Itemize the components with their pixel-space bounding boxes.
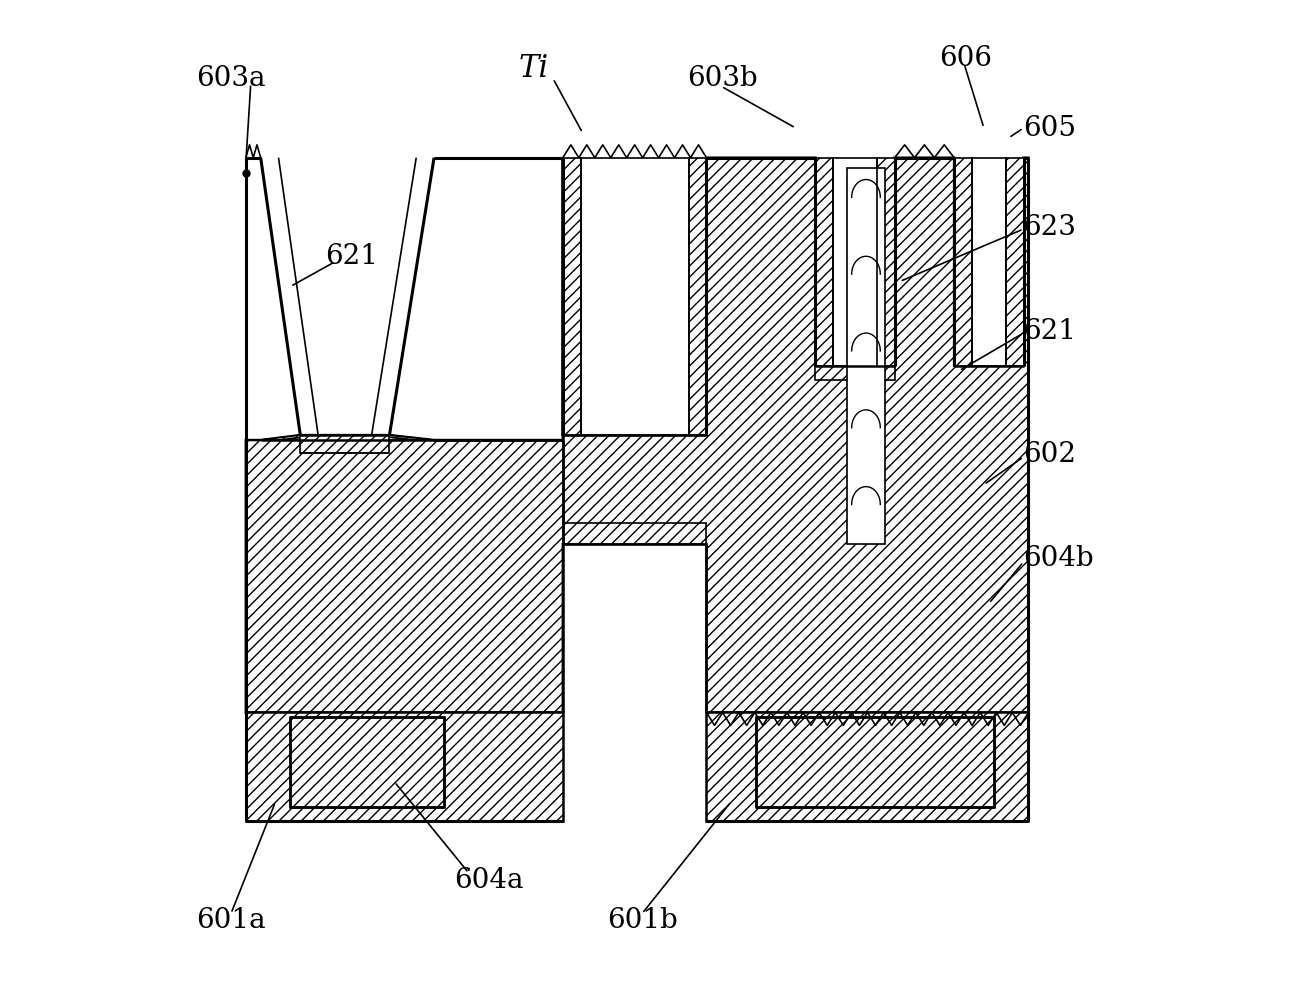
Bar bbox=[563, 522, 707, 544]
Bar bbox=[563, 158, 580, 436]
Polygon shape bbox=[261, 436, 318, 441]
Polygon shape bbox=[372, 436, 434, 441]
Polygon shape bbox=[246, 712, 563, 821]
Text: 603b: 603b bbox=[687, 65, 758, 92]
Bar bbox=[689, 158, 707, 436]
Bar bbox=[955, 158, 971, 366]
Polygon shape bbox=[279, 436, 416, 441]
Text: 601a: 601a bbox=[197, 907, 266, 934]
Bar bbox=[580, 158, 689, 436]
Bar bbox=[1005, 158, 1024, 366]
Bar bbox=[756, 717, 994, 806]
Polygon shape bbox=[300, 436, 390, 453]
Text: 604a: 604a bbox=[454, 867, 523, 894]
Bar bbox=[291, 717, 443, 806]
Text: 601b: 601b bbox=[608, 907, 678, 934]
Bar bbox=[833, 158, 876, 366]
Text: 605: 605 bbox=[1024, 115, 1077, 142]
Text: 602: 602 bbox=[1024, 442, 1077, 469]
Polygon shape bbox=[246, 158, 1029, 712]
Bar bbox=[859, 366, 895, 380]
Text: 621: 621 bbox=[325, 244, 378, 271]
Text: 603a: 603a bbox=[197, 65, 266, 92]
Text: Ti: Ti bbox=[518, 53, 548, 84]
Bar bbox=[815, 366, 852, 380]
Bar bbox=[815, 158, 833, 366]
Polygon shape bbox=[707, 712, 1029, 821]
Text: 604b: 604b bbox=[1024, 545, 1094, 572]
Text: 623: 623 bbox=[1024, 214, 1076, 241]
Bar bbox=[848, 168, 885, 544]
Bar bbox=[971, 158, 1005, 366]
Bar bbox=[876, 158, 895, 366]
Text: 606: 606 bbox=[939, 45, 992, 72]
Text: 621: 621 bbox=[1024, 318, 1077, 345]
